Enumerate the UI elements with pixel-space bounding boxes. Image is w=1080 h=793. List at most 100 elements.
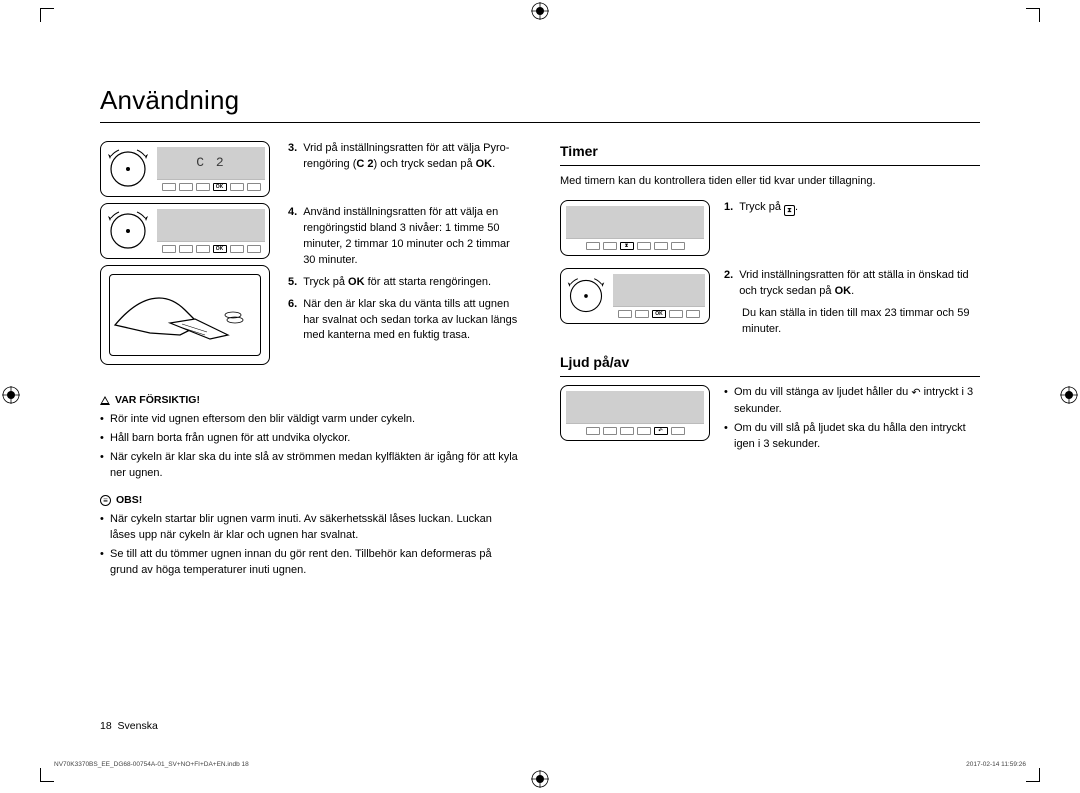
display-btn: [603, 242, 617, 250]
display-button-row: OK: [157, 241, 265, 253]
control-panel-fig-2: OK: [100, 203, 270, 259]
footer-filename: NV70K3370BS_EE_DG68-00754A-01_SV+NO+FI+D…: [54, 761, 249, 768]
page-number: 18 Svenska: [100, 720, 158, 732]
display-btn: [637, 427, 651, 435]
registration-mark-bottom: [531, 770, 549, 788]
caution-list: Rör inte vid ugnen eftersom den blir väl…: [100, 412, 520, 485]
registration-mark-right: [1060, 386, 1078, 404]
display-panel: ⧗: [560, 200, 710, 256]
display-screen-blank: [566, 206, 704, 238]
control-panel-fig: OK: [560, 268, 710, 324]
display-button-row: ↶: [566, 423, 704, 435]
display-btn-ok: OK: [213, 183, 227, 191]
display-unit: ↶: [566, 391, 704, 435]
step-5: 5. Tryck på OK för att starta rengöringe…: [288, 275, 520, 291]
step-number: 2.: [724, 268, 733, 300]
display-btn: [671, 427, 685, 435]
section-rule: [560, 165, 980, 166]
left-column: C 2 OK: [100, 141, 520, 582]
display-btn: [179, 245, 193, 253]
wipe-figure: [100, 265, 270, 365]
display-btn-ok: OK: [652, 310, 666, 318]
caution-item: Håll barn borta från ugnen för att undvi…: [100, 431, 520, 447]
timer-icon: ⧗: [784, 205, 795, 216]
page-root: Användning: [0, 0, 1080, 790]
right-column: Timer Med timern kan du kontrollera tide…: [560, 141, 980, 582]
sound-fig: ↶: [560, 385, 710, 441]
display-btn: [179, 183, 193, 191]
sound-text: Om du vill stänga av ljudet håller du ↶ …: [724, 385, 980, 456]
timer-intro: Med timern kan du kontrollera tiden elle…: [560, 174, 980, 190]
step-number: 1.: [724, 200, 733, 216]
timer-step-2: 2. Vrid inställningsratten för att ställ…: [724, 268, 980, 338]
note-circle-icon: ≡: [100, 495, 111, 506]
display-btn: [586, 427, 600, 435]
display-screen-blank: [566, 391, 704, 423]
display-btn: [603, 427, 617, 435]
dial-icon: [565, 275, 607, 317]
section-rule: [560, 376, 980, 377]
caution-item: Rör inte vid ugnen eftersom den blir väl…: [100, 412, 520, 428]
footer-meta: NV70K3370BS_EE_DG68-00754A-01_SV+NO+FI+D…: [54, 761, 1026, 768]
sound-item: Om du vill slå på ljudet ska du hålla de…: [724, 421, 980, 453]
title-rule: [100, 122, 980, 123]
note-label: OBS!: [116, 493, 142, 508]
sound-list: Om du vill stänga av ljudet håller du ↶ …: [724, 385, 980, 453]
caution-heading: VAR FÖRSIKTIG!: [100, 393, 520, 408]
step-number: 3.: [288, 141, 297, 173]
registration-mark-left: [2, 386, 20, 404]
left-top-row: C 2 OK: [100, 141, 520, 365]
step-4: 4. Använd inställningsratten för att väl…: [288, 205, 520, 269]
footer-timestamp: 2017-02-14 11:59:26: [966, 761, 1026, 768]
wipe-illustration-icon: [110, 275, 260, 355]
crop-mark-tr: [1026, 8, 1040, 22]
crop-mark-tl: [40, 8, 54, 22]
display-btn: [618, 310, 632, 318]
display-btn-timer: ⧗: [620, 242, 634, 250]
display-btn-back: ↶: [654, 427, 668, 435]
display-btn: [669, 310, 683, 318]
sound-heading: Ljud på/av: [560, 352, 980, 372]
note-heading: ≡ OBS!: [100, 493, 520, 508]
display-btn: [247, 183, 261, 191]
display-btn: [671, 242, 685, 250]
display-unit: OK: [157, 209, 265, 253]
display-screen-blank: [613, 274, 705, 306]
display-btn: [686, 310, 700, 318]
timer-heading: Timer: [560, 141, 980, 161]
display-btn: [196, 183, 210, 191]
display-button-row: OK: [613, 306, 705, 318]
left-steps: 3. Vrid på inställningsratten för att vä…: [288, 141, 520, 365]
crop-mark-br: [1026, 768, 1040, 782]
display-btn: [586, 242, 600, 250]
display-button-row: OK: [157, 179, 265, 191]
content-area: Användning: [100, 85, 980, 730]
display-unit: ⧗: [566, 206, 704, 250]
dial-icon: [105, 146, 151, 192]
step-6: 6. När den är klar ska du vänta tills at…: [288, 297, 520, 345]
timer-fig-1: ⧗: [560, 200, 710, 256]
warning-triangle-icon: [100, 396, 110, 405]
control-panel-fig-1: C 2 OK: [100, 141, 270, 197]
step-number: 4.: [288, 205, 297, 269]
display-btn: [620, 427, 634, 435]
crop-mark-bl: [40, 768, 54, 782]
display-btn: [654, 242, 668, 250]
display-button-row: ⧗: [566, 238, 704, 250]
display-unit: OK: [613, 274, 705, 318]
display-btn: [635, 310, 649, 318]
timer-step-2-extra: Du kan ställa in tiden till max 23 timma…: [724, 306, 980, 338]
display-btn: [637, 242, 651, 250]
note-list: När cykeln startar blir ugnen varm inuti…: [100, 512, 520, 582]
step-text: Använd inställningsratten för att välja …: [303, 205, 520, 269]
back-arrow-icon: ↶: [911, 386, 920, 402]
page-title: Användning: [100, 85, 980, 116]
caution-label: VAR FÖRSIKTIG!: [115, 393, 200, 408]
display-btn: [247, 245, 261, 253]
display-panel: ↶: [560, 385, 710, 441]
note-item: När cykeln startar blir ugnen varm inuti…: [100, 512, 520, 544]
dial-icon: [105, 208, 151, 254]
display-screen-blank: [157, 209, 265, 241]
display-btn: [230, 183, 244, 191]
sound-row: ↶ Om du vill stänga av ljudet håller du …: [560, 385, 980, 456]
